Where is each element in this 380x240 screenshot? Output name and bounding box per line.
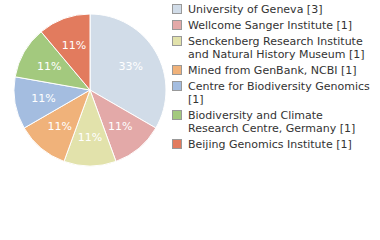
html-text:Biodiversity and Climate Resea: Biodiversity and Climate Research Centre…: [188, 109, 356, 135]
svg-text:11%: 11%: [37, 60, 61, 73]
html-text:Mined from GenBank, NCBI [1]: Mined from GenBank, NCBI [1]: [188, 64, 357, 77]
svg-text:11%: 11%: [78, 131, 102, 144]
html-text:Senckenberg Research Institute: Senckenberg Research Institute and Natur…: [188, 35, 365, 61]
svg-text:11%: 11%: [108, 120, 132, 133]
svg-text:11%: 11%: [62, 39, 86, 52]
svg-text:11%: 11%: [31, 92, 55, 105]
html-text:Wellcome Sanger Institute [1]: Wellcome Sanger Institute [1]: [188, 19, 353, 32]
html-text:Centre for Biodiversity Genomi: Centre for Biodiversity Genomics [1]: [188, 80, 370, 106]
html-text:University of Geneva [3]: University of Geneva [3]: [188, 3, 323, 16]
svg-text:33%: 33%: [119, 60, 143, 73]
html-text:Beijing Genomics Institute [1]: Beijing Genomics Institute [1]: [188, 138, 352, 151]
svg-text:11%: 11%: [47, 120, 71, 133]
